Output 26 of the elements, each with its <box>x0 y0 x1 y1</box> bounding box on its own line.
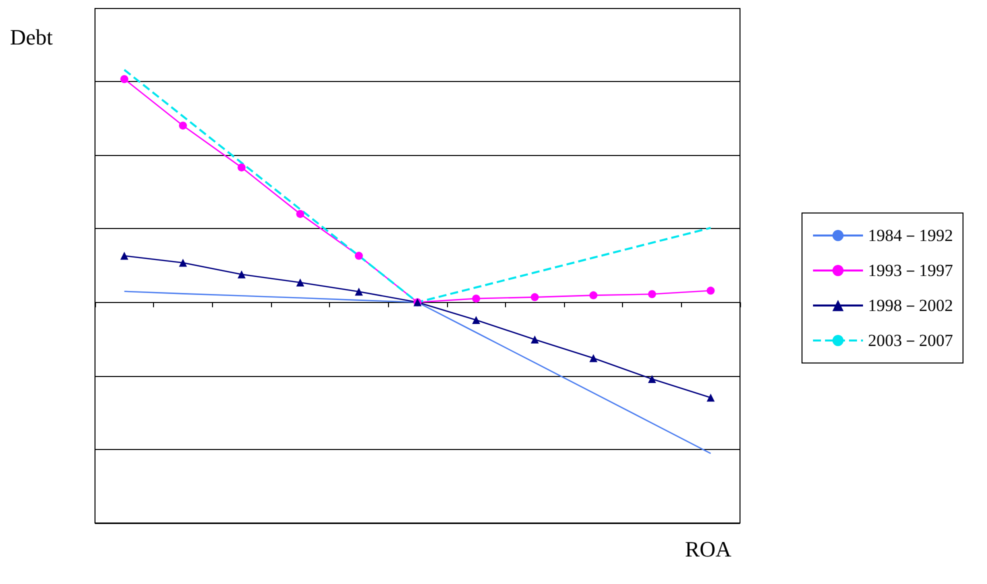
point <box>178 122 187 130</box>
y-axis-title: Debt <box>10 24 53 50</box>
point <box>530 293 539 302</box>
point <box>238 270 246 278</box>
point <box>589 354 598 362</box>
point <box>354 288 363 296</box>
point <box>296 210 304 218</box>
legend-label: 1993－1997 <box>868 261 954 280</box>
legend-label: 1998－2002 <box>868 296 953 315</box>
x-axis-title: ROA <box>685 536 732 562</box>
point <box>296 278 304 287</box>
legend-label: 1984－1992 <box>868 226 953 245</box>
point <box>648 375 656 384</box>
point <box>120 75 128 84</box>
point <box>472 294 480 303</box>
point <box>589 291 598 300</box>
point <box>472 316 480 324</box>
point <box>120 252 128 260</box>
point <box>648 290 656 298</box>
legend-label: 2003－2007 <box>868 331 954 350</box>
point <box>178 258 187 267</box>
point <box>530 335 539 344</box>
point <box>706 286 715 295</box>
point <box>238 163 246 172</box>
point <box>354 252 363 260</box>
point <box>706 394 715 402</box>
